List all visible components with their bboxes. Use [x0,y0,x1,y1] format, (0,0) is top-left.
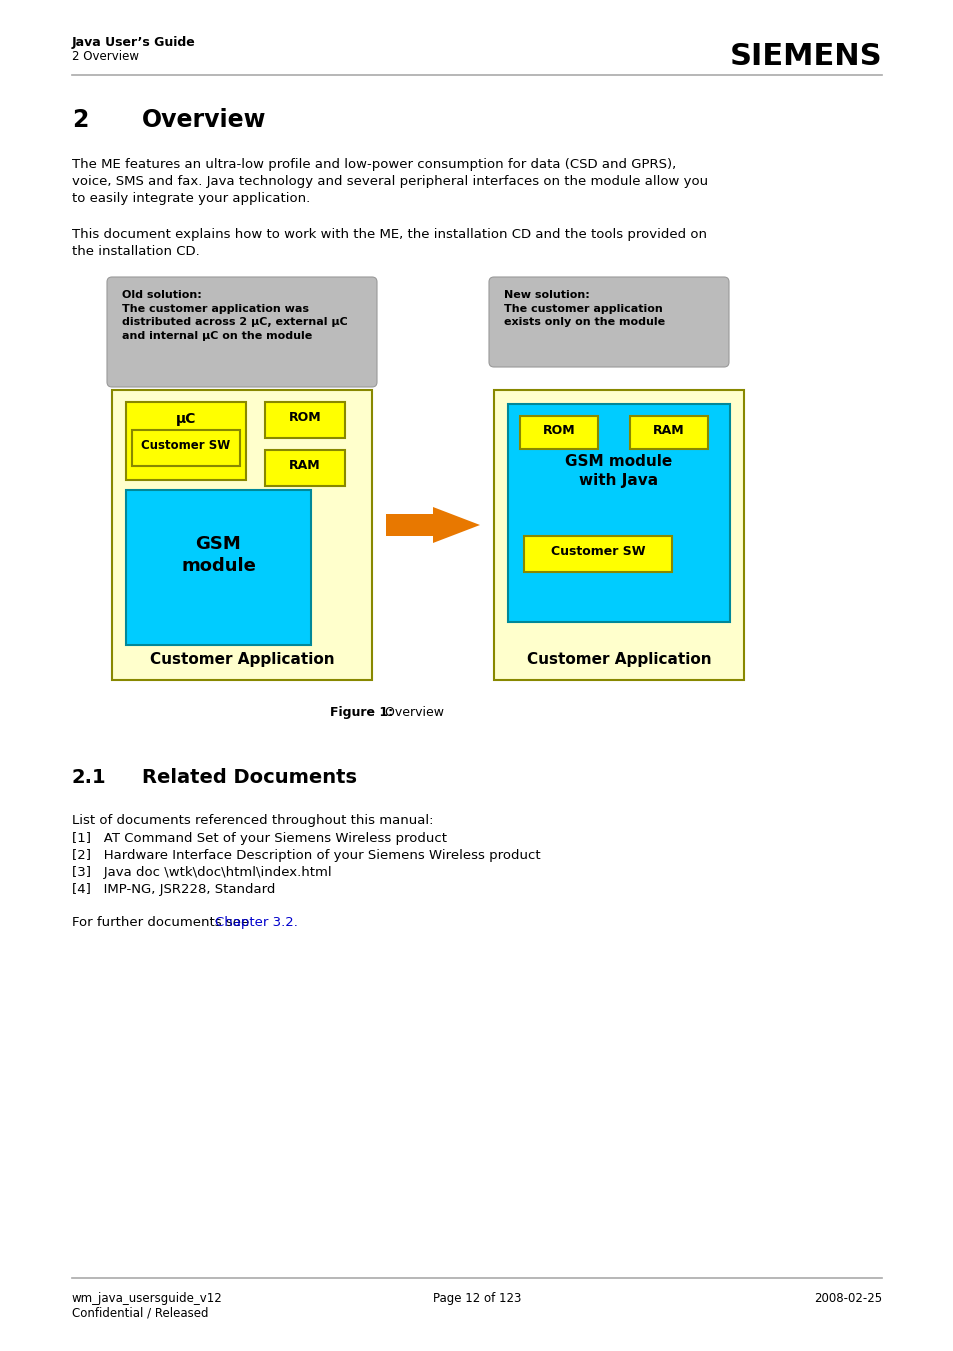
Bar [126,403,246,480]
Bar [507,404,729,621]
Bar [112,390,372,680]
Text: SIEMENS: SIEMENS [729,42,882,72]
Text: 2008-02-25: 2008-02-25 [813,1292,882,1305]
Text: Overview: Overview [142,108,266,132]
Text: [1]   AT Command Set of your Siemens Wireless product: [1] AT Command Set of your Siemens Wirel… [71,832,447,844]
Text: Customer Application: Customer Application [526,653,711,667]
Text: Customer SW: Customer SW [141,439,231,453]
Polygon shape [386,507,479,543]
FancyBboxPatch shape [107,277,376,386]
Text: GSM
module: GSM module [181,535,255,576]
Bar [519,416,598,449]
Text: to easily integrate your application.: to easily integrate your application. [71,192,310,205]
Text: voice, SMS and fax. Java technology and several peripheral interfaces on the mod: voice, SMS and fax. Java technology and … [71,176,707,188]
Text: Overview: Overview [376,707,443,719]
Text: This document explains how to work with the ME, the installation CD and the tool: This document explains how to work with … [71,228,706,240]
Text: Customer SW: Customer SW [550,544,644,558]
Text: μC: μC [175,412,196,426]
Text: [3]   Java doc \wtk\doc\html\index.html: [3] Java doc \wtk\doc\html\index.html [71,866,332,880]
Text: Figure 1:: Figure 1: [330,707,393,719]
Text: [4]   IMP-NG, JSR228, Standard: [4] IMP-NG, JSR228, Standard [71,884,275,896]
Bar [629,416,707,449]
Bar [132,430,240,466]
Text: Customer Application: Customer Application [150,653,334,667]
Text: New solution:
The customer application
exists only on the module: New solution: The customer application e… [503,290,664,327]
Text: 2.1: 2.1 [71,767,107,788]
Text: RAM: RAM [289,459,320,471]
Text: the installation CD.: the installation CD. [71,245,199,258]
Text: ROM: ROM [289,411,321,424]
Text: Page 12 of 123: Page 12 of 123 [433,1292,520,1305]
Text: wm_java_usersguide_v12: wm_java_usersguide_v12 [71,1292,222,1305]
Text: The ME features an ultra-low profile and low-power consumption for data (CSD and: The ME features an ultra-low profile and… [71,158,676,172]
Bar [126,490,311,644]
Bar [265,450,345,486]
Text: Confidential / Released: Confidential / Released [71,1306,209,1319]
FancyBboxPatch shape [489,277,728,367]
Text: ROM: ROM [542,424,575,436]
Text: 2: 2 [71,108,89,132]
Text: Old solution:
The customer application was
distributed across 2 μC, external μC
: Old solution: The customer application w… [122,290,348,340]
Text: RAM: RAM [653,424,684,436]
Text: GSM module
with Java: GSM module with Java [565,454,672,488]
Bar [265,403,345,438]
Text: List of documents referenced throughout this manual:: List of documents referenced throughout … [71,815,433,827]
Text: Java User’s Guide: Java User’s Guide [71,36,195,49]
Text: [2]   Hardware Interface Description of your Siemens Wireless product: [2] Hardware Interface Description of yo… [71,848,540,862]
Text: Related Documents: Related Documents [142,767,356,788]
Text: Chapter 3.2.: Chapter 3.2. [214,916,297,929]
Text: 2 Overview: 2 Overview [71,50,139,63]
Bar [523,536,671,571]
Bar [494,390,743,680]
Text: For further documents see: For further documents see [71,916,253,929]
